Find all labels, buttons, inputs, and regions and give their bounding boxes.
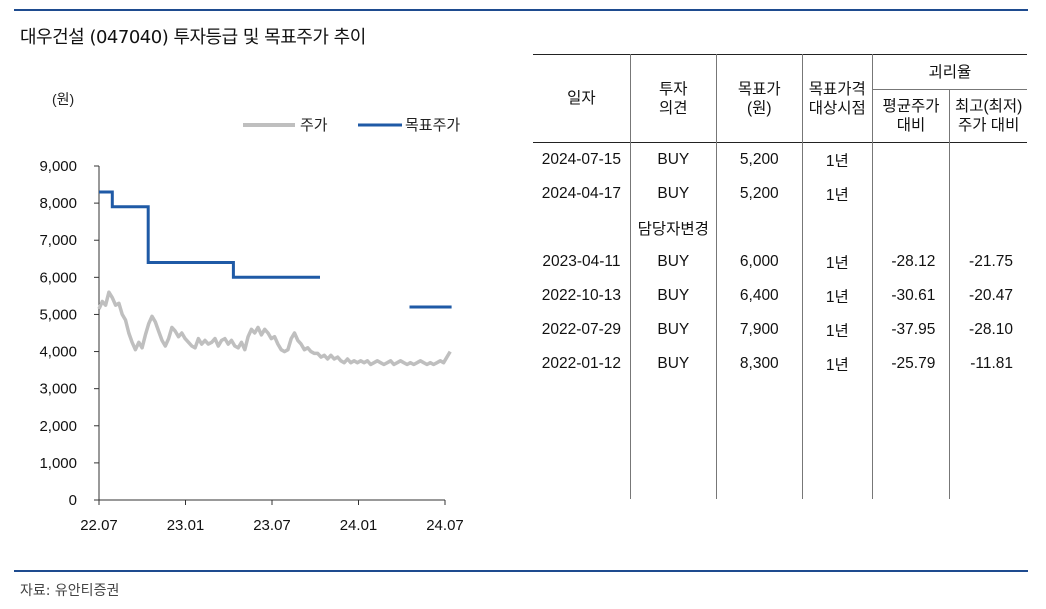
y-tick-label: 6,000 (39, 269, 77, 286)
cell-avg: -30.61 (871, 279, 950, 313)
cell-avg: -25.79 (871, 347, 950, 381)
cell-empty (949, 381, 1027, 499)
cell-date: 2022-10-13 (541, 287, 622, 304)
header-deviation: 괴리율 (871, 54, 1027, 90)
table-row: 2022-07-29 BUY 7,900 1년 -37.95 -28.10 (533, 313, 1027, 347)
cell-empty (801, 381, 873, 499)
series-line-target-price (99, 190, 320, 279)
cell-date: 2022-01-12 (541, 355, 622, 372)
cell-avg (871, 211, 950, 245)
y-tick-label: 3,000 (39, 381, 77, 398)
cell-horizon (801, 211, 873, 245)
cell-target: 8,300 (715, 347, 803, 381)
cell-target (715, 211, 803, 245)
cell-opinion: BUY (629, 313, 717, 347)
header-opinion: 투자 의견 (629, 54, 717, 143)
cell-empty (533, 381, 630, 499)
cell-max: -11.81 (949, 347, 1027, 381)
cell-opinion: BUY (629, 279, 717, 313)
y-tick-label: 8,000 (39, 195, 77, 212)
cell-opinion: BUY (629, 245, 717, 279)
cell-date (533, 211, 630, 245)
cell-date: 2022-07-29 (541, 321, 622, 338)
cell-empty (629, 381, 717, 499)
rating-history-table: 일자 투자 의견 목표가 (원) 목표가격 대상시점 괴리율 평균주가 대비 최고(최저… (533, 54, 1027, 499)
cell-horizon: 1년 (801, 177, 873, 211)
cell-max (949, 211, 1027, 245)
x-tick-label: 23.01 (167, 517, 205, 534)
cell-avg: -28.12 (871, 245, 950, 279)
y-tick-label: 2,000 (39, 418, 77, 435)
cell-max: -20.47 (949, 279, 1027, 313)
price-chart: (원) 주가 목표주가 9,000 8,000 7,000 6,000 5,000 4,00… (39, 91, 463, 534)
table-row: 2024-07-15 BUY 5,200 1년 (533, 142, 1027, 177)
table-body: 2024-07-15 BUY 5,200 1년 2024-04-17 BUY 5,200 1년… (533, 142, 1027, 499)
table-row: 2024-04-17 BUY 5,200 1년 (533, 177, 1027, 211)
header-max-vs: 최고(최저) 주가 대비 (949, 89, 1027, 143)
x-tick-label: 24.07 (426, 517, 464, 534)
cell-avg: -37.95 (871, 313, 950, 347)
bottom-rule (14, 570, 1028, 572)
table-row: 2022-10-13 BUY 6,400 1년 -30.61 -20.47 (533, 279, 1027, 313)
y-tick-label: 7,000 (39, 232, 77, 249)
cell-date: 2024-04-17 (541, 185, 622, 202)
chart-lines (97, 190, 452, 367)
header-avg-vs: 평균주가 대비 (871, 89, 950, 143)
y-tick-label: 9,000 (39, 158, 77, 175)
cell-horizon: 1년 (801, 347, 873, 381)
cell-opinion: BUY (629, 177, 717, 211)
x-tick-label: 23.07 (253, 517, 291, 534)
x-tick-label: 22.07 (80, 517, 118, 534)
cell-date: 2024-07-15 (541, 151, 622, 168)
cell-max (949, 177, 1027, 211)
cell-date: 2023-04-11 (542, 253, 621, 270)
cell-opinion: BUY (629, 142, 717, 177)
cell-target: 6,400 (715, 279, 803, 313)
y-tick-label: 0 (69, 492, 77, 509)
table-filler-row (533, 381, 1027, 499)
cell-max (949, 142, 1027, 177)
top-rule (14, 9, 1028, 11)
header-target: 목표가 (원) (715, 54, 803, 143)
cell-horizon: 1년 (801, 245, 873, 279)
cell-target: 5,200 (715, 142, 803, 177)
cell-empty (871, 381, 950, 499)
y-unit-label: (원) (52, 91, 74, 107)
cell-max: -21.75 (949, 245, 1027, 279)
header-horizon: 목표가격 대상시점 (801, 54, 873, 143)
source-note: 자료: 유안티증권 (20, 583, 120, 599)
y-tick-label: 5,000 (39, 306, 77, 323)
chart-legend: 주가 목표주가 (243, 116, 460, 134)
cell-avg (871, 177, 950, 211)
series-line-price (97, 290, 452, 367)
table-row: 담당자변경 (533, 211, 1027, 245)
cell-opinion: BUY (629, 347, 717, 381)
header-date: 일자 (567, 90, 596, 107)
cell-horizon: 1년 (801, 279, 873, 313)
legend-label: 목표주가 (405, 116, 460, 134)
cell-target: 7,900 (715, 313, 803, 347)
table-row: 2023-04-11 BUY 6,000 1년 -28.12 -21.75 (533, 245, 1027, 279)
cell-opinion: 담당자변경 (629, 211, 717, 245)
cell-horizon: 1년 (801, 313, 873, 347)
table-row: 2022-01-12 BUY 8,300 1년 -25.79 -11.81 (533, 347, 1027, 381)
cell-target: 6,000 (715, 245, 803, 279)
chart-axes: 9,000 8,000 7,000 6,000 5,000 4,000 3,000 2,000… (39, 158, 463, 534)
cell-horizon: 1년 (801, 142, 873, 177)
y-tick-label: 1,000 (39, 455, 77, 472)
cell-max: -28.10 (949, 313, 1027, 347)
cell-empty (715, 381, 803, 499)
cell-target: 5,200 (715, 177, 803, 211)
legend-label: 주가 (300, 116, 328, 134)
cell-avg (871, 142, 950, 177)
page-title: 대우건설 (047040) 투자등급 및 목표주가 추이 (20, 27, 366, 48)
y-tick-label: 4,000 (39, 344, 77, 361)
x-tick-label: 24.01 (340, 517, 378, 534)
